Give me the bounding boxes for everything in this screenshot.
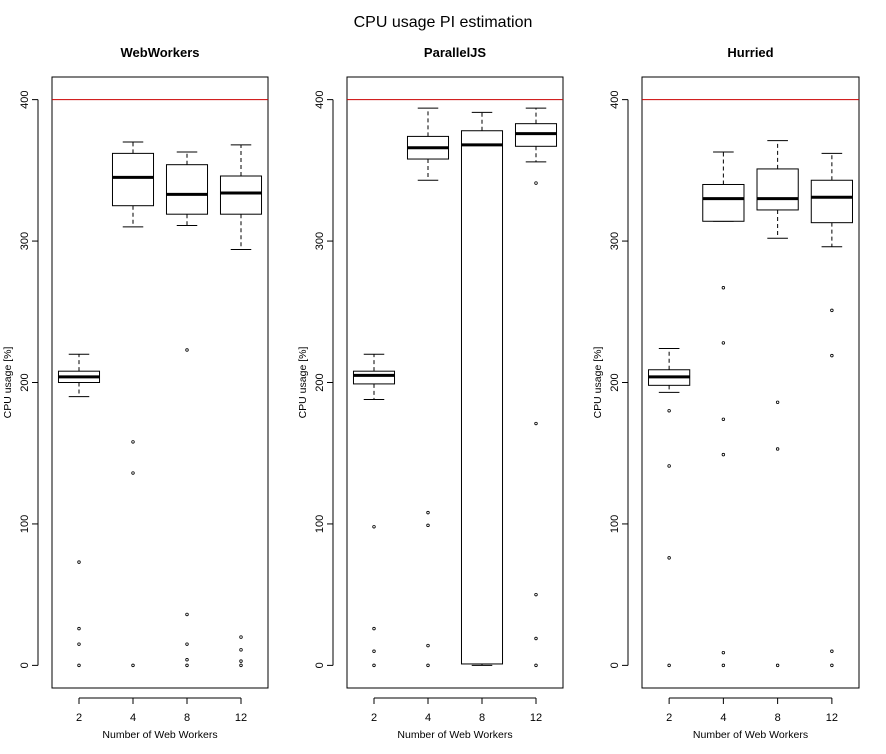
panel-title: ParallelJS <box>424 45 486 60</box>
box <box>756 168 799 211</box>
outlier-point <box>185 612 189 617</box>
outlier-point <box>721 663 726 668</box>
outlier-point <box>131 440 135 444</box>
box <box>352 370 396 385</box>
y-tick-label: 100 <box>314 515 326 533</box>
outlier-point <box>426 510 430 515</box>
outlier-point <box>372 525 376 529</box>
outlier-point <box>721 341 726 345</box>
y-tick-label: 0 <box>609 662 621 668</box>
outlier-point <box>721 286 726 290</box>
x-tick-label: 2 <box>666 712 672 724</box>
outlier-point <box>667 409 671 413</box>
box <box>702 183 745 222</box>
y-tick-label: 400 <box>19 90 31 108</box>
y-tick-label: 300 <box>19 232 31 250</box>
outlier-point <box>185 348 189 352</box>
x-tick-label: 8 <box>775 712 781 724</box>
outlier-point <box>667 556 671 560</box>
x-tick-label: 2 <box>76 712 82 724</box>
plot-frame <box>346 76 564 689</box>
panel-title: Hurried <box>727 45 773 60</box>
outlier-point <box>721 417 726 421</box>
outlier-point <box>830 353 834 358</box>
outlier-point <box>775 447 780 451</box>
outlier-point <box>239 659 243 663</box>
box <box>111 152 155 207</box>
plot-frame <box>51 76 269 689</box>
y-tick-label: 200 <box>609 373 621 391</box>
outlier-point <box>239 663 243 668</box>
outlier-point <box>77 626 81 631</box>
outlier-point <box>830 308 834 313</box>
outlier-point <box>426 663 430 668</box>
x-tick-label: 4 <box>720 712 726 724</box>
outlier-point <box>775 663 780 668</box>
outlier-point <box>426 643 430 648</box>
outlier-point <box>667 663 671 668</box>
outlier-point <box>534 181 538 185</box>
y-tick-label: 0 <box>314 662 326 668</box>
y-tick-label: 400 <box>314 90 326 108</box>
y-axis-label: CPU usage [%] <box>2 347 14 419</box>
x-axis-label: Number of Web Workers <box>102 729 217 741</box>
x-tick-label: 4 <box>130 712 136 724</box>
outlier-point <box>185 642 189 646</box>
y-axis-label: CPU usage [%] <box>592 347 604 419</box>
outlier-point <box>775 400 780 405</box>
panel-title: WebWorkers <box>121 45 200 60</box>
outlier-point <box>534 421 538 426</box>
outlier-point <box>534 636 538 641</box>
y-tick-label: 100 <box>19 515 31 533</box>
y-tick-label: 200 <box>19 373 31 391</box>
outlier-point <box>721 452 726 457</box>
x-tick-label: 4 <box>425 712 431 724</box>
plot-frame <box>641 76 860 689</box>
outlier-point <box>372 663 376 668</box>
x-axis-label: Number of Web Workers <box>397 729 512 741</box>
y-tick-label: 300 <box>609 232 621 250</box>
outlier-point <box>372 649 376 653</box>
outlier-point <box>131 663 135 668</box>
outlier-point <box>721 650 726 655</box>
outlier-point <box>77 560 81 564</box>
x-tick-label: 2 <box>371 712 377 724</box>
y-tick-label: 0 <box>19 662 31 668</box>
box <box>219 175 263 215</box>
y-axis-label: CPU usage [%] <box>297 347 309 419</box>
y-tick-label: 400 <box>609 90 621 108</box>
box <box>165 164 209 215</box>
x-tick-label: 8 <box>184 712 190 724</box>
x-tick-label: 12 <box>826 712 838 724</box>
outlier-point <box>185 663 189 668</box>
outlier-point <box>239 648 243 652</box>
outlier-point <box>131 471 135 475</box>
outlier-point <box>77 663 81 668</box>
outlier-point <box>239 635 243 639</box>
outlier-point <box>830 663 834 668</box>
outlier-point <box>185 658 189 662</box>
outlier-point <box>426 523 430 528</box>
main-title: CPU usage PI estimation <box>353 14 533 31</box>
box <box>810 179 853 224</box>
x-tick-label: 12 <box>530 712 542 724</box>
outlier-point <box>534 592 538 597</box>
y-tick-label: 300 <box>314 232 326 250</box>
y-tick-label: 200 <box>314 373 326 391</box>
box <box>460 130 504 665</box>
outlier-point <box>830 649 834 653</box>
x-tick-label: 8 <box>479 712 485 724</box>
x-axis-label: Number of Web Workers <box>693 729 808 741</box>
outlier-point <box>372 626 376 631</box>
outlier-point <box>77 642 81 646</box>
y-tick-label: 100 <box>609 515 621 533</box>
outlier-point <box>534 663 538 668</box>
outlier-point <box>667 464 671 468</box>
x-tick-label: 12 <box>235 712 247 724</box>
